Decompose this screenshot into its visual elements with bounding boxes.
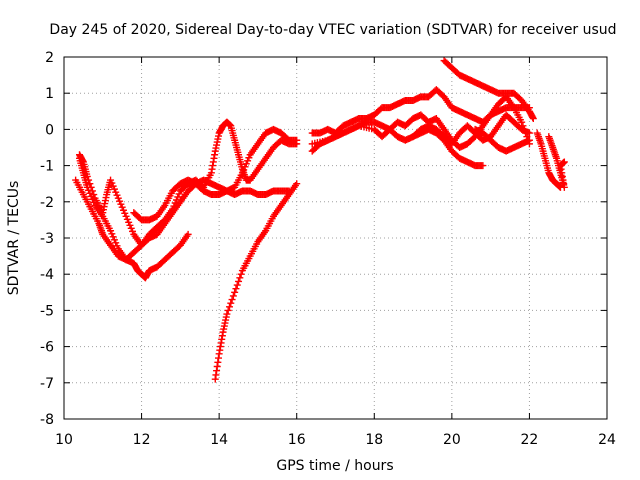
data-point (86, 180, 94, 188)
data-point (529, 115, 537, 123)
x-tick-label: 12 (133, 432, 151, 448)
data-point (223, 310, 231, 318)
y-tick-label: -7 (40, 376, 54, 392)
x-axis-label: GPS time / hours (276, 458, 393, 474)
x-tick-label: 16 (288, 432, 306, 448)
data-point (228, 296, 236, 304)
data-point (184, 230, 192, 238)
y-tick-label: -4 (40, 267, 54, 283)
x-tick-label: 10 (55, 432, 73, 448)
data-point (525, 136, 533, 144)
y-tick-label: 0 (45, 122, 54, 138)
x-tick-label: 22 (521, 432, 539, 448)
y-tick-label: -3 (40, 231, 54, 247)
y-tick-label: 1 (45, 86, 54, 102)
series-track-m (545, 133, 568, 191)
y-tick-label: -5 (40, 303, 54, 319)
data-point (227, 299, 235, 307)
series-track-j (409, 111, 533, 148)
x-tick-label: 24 (598, 432, 616, 448)
x-tick-label: 14 (210, 432, 228, 448)
x-tick-label: 18 (365, 432, 383, 448)
data-points (72, 57, 568, 383)
series-track-e (211, 180, 301, 383)
data-point (479, 162, 487, 170)
axis-ticks (63, 56, 608, 420)
data-point (83, 172, 91, 180)
data-point (236, 274, 244, 282)
data-point (88, 187, 96, 195)
y-tick-label: 2 (45, 50, 54, 66)
data-point (224, 306, 232, 314)
data-point (232, 285, 240, 293)
data-point (518, 118, 526, 126)
y-axis-label: SDTVAR / TECUs (6, 181, 22, 296)
data-point (225, 303, 233, 311)
x-tick-label: 20 (443, 432, 461, 448)
data-point (293, 136, 301, 144)
y-tick-label: -6 (40, 340, 54, 356)
series-track-h (308, 93, 533, 151)
data-point (237, 270, 245, 278)
data-point (231, 288, 239, 296)
y-tick-labels: 2 1 0 -1 -2 -3 -4 -5 -6 -7 -8 (40, 50, 54, 428)
data-point (229, 292, 237, 300)
data-point (233, 281, 241, 289)
x-tick-labels: 10 12 14 16 18 20 22 24 (55, 432, 616, 448)
series-track-k (471, 125, 533, 155)
series-track-f (308, 118, 487, 170)
data-point (293, 180, 301, 188)
data-point (87, 183, 95, 191)
data-point (90, 191, 98, 199)
data-point (525, 129, 533, 137)
series-track-a (76, 154, 192, 282)
data-point (85, 176, 93, 184)
series-track-i (440, 57, 537, 123)
data-point (560, 158, 568, 166)
y-tick-label: -8 (40, 412, 54, 428)
series-track-d (130, 125, 301, 224)
data-point (235, 277, 243, 285)
y-tick-label: -1 (40, 159, 54, 175)
y-tick-label: -2 (40, 195, 54, 211)
chart-title: Day 245 of 2020, Sidereal Day-to-day VTE… (49, 22, 616, 38)
